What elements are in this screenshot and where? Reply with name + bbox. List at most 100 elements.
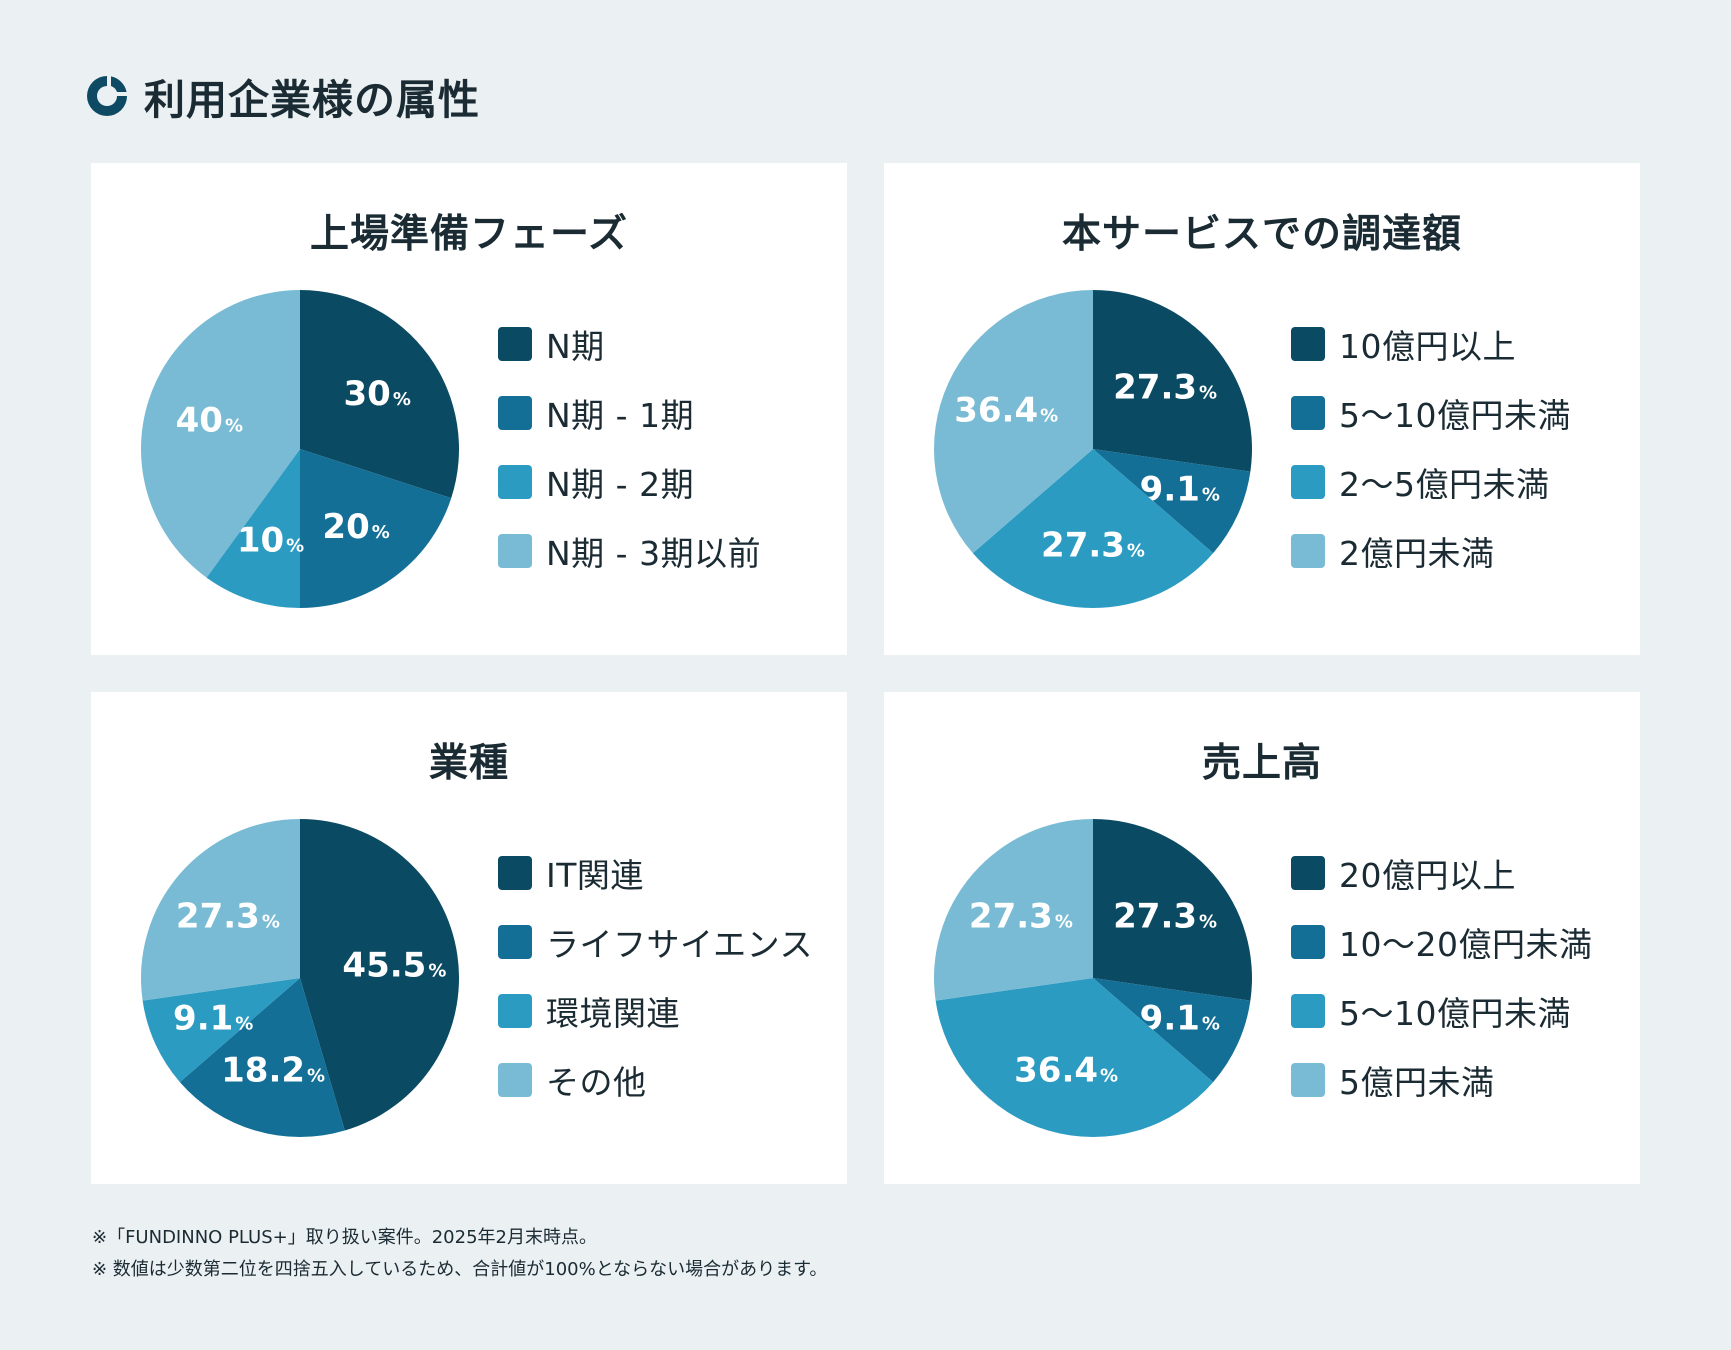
pie-chart: 45.5 %18.2 %9.1 %27.3% [141, 819, 459, 1137]
slice-unit-label: % [235, 1014, 253, 1035]
pie-slice [934, 290, 1093, 554]
pie-slice [141, 819, 300, 1001]
slice-unit-label: % [286, 536, 304, 557]
legend-label: N期 - 2期 [546, 464, 695, 504]
pie-slice [1093, 290, 1252, 472]
pie-slice [972, 449, 1214, 608]
legend-label: 5～10億円未満 [1339, 993, 1571, 1033]
slice-value-label: 30% [344, 374, 411, 414]
pie-slice [142, 978, 300, 1083]
pie-slice [300, 449, 452, 608]
legend-swatch [498, 1062, 532, 1097]
legend-label: N期 - 1期 [546, 395, 695, 435]
slice-unit-label: % [1100, 1066, 1118, 1087]
pie-slice [206, 449, 300, 608]
slice-unit-label: % [393, 389, 411, 410]
legend-label: ライフサイエンス [546, 924, 814, 964]
page-header: 利用企業様の属性 [84, 70, 480, 124]
legend-swatch [1291, 1062, 1325, 1097]
legend-item: 2億円未満 [1291, 533, 1571, 573]
slice-unit-label: % [1127, 540, 1145, 561]
pie-chart: 27.3 %9.1 %36.4 %27.3% [934, 819, 1252, 1137]
legend-item: 10～20億円未満 [1291, 924, 1592, 964]
slice-unit-label: % [1055, 912, 1073, 933]
legend-label: 2～5億円未満 [1339, 464, 1550, 504]
legend-item: 5億円未満 [1291, 1062, 1592, 1102]
legend-label: IT関連 [546, 855, 644, 895]
chart-panel-listing-phase: 上場準備フェーズ 30% 20% 10% 40% N期 N期 - 1期 N期 - 2期… [91, 163, 847, 655]
chart-title: 業種 [428, 741, 509, 786]
legend-item: N期 - 1期 [498, 395, 761, 435]
legend-item: N期 - 2期 [498, 464, 761, 504]
slice-unit-label: % [225, 416, 243, 437]
pie-slice [934, 819, 1093, 1001]
chart-title: 本サービスでの調達額 [1061, 212, 1462, 257]
legend-swatch [1291, 395, 1325, 430]
slice-unit-label: % [1202, 485, 1220, 506]
pie-slice [1093, 449, 1251, 554]
footnotes: ※「FUNDINNO PLUS+」取り扱い案件。2025年2月末時点。 ※ 数値… [92, 1222, 827, 1286]
chart-panel-revenue: 売上高 27.3% 9.1% 36.4% 27.3% 20億円以上 10～20億円未満… [884, 692, 1640, 1184]
footnote: ※ 数値は少数第二位を四捨五入しているため、合計値が100%とならない場合があり… [92, 1259, 828, 1280]
chart-legend: 10億円以上 5～10億円未満 2～5億円未満 2億円未満 [1291, 326, 1571, 602]
legend-swatch [1291, 464, 1325, 499]
legend-item: 2～5億円未満 [1291, 464, 1571, 504]
slice-unit-label: % [307, 1066, 325, 1087]
slice-unit-label: % [372, 522, 390, 543]
pie-slice [179, 978, 345, 1137]
legend-label: 10～20億円未満 [1339, 924, 1593, 964]
slice-unit-label: % [1202, 1014, 1220, 1035]
pie-slice [300, 290, 459, 499]
chart-legend: IT関連 ライフサイエンス 環境関連 その他 [498, 855, 813, 1131]
legend-label: N期 - 3期以前 [546, 533, 762, 573]
legend-label: その他 [546, 1062, 647, 1102]
legend-item: IT関連 [498, 855, 813, 895]
pie-slice [300, 819, 459, 1131]
legend-item: 環境関連 [498, 993, 813, 1033]
legend-swatch [1291, 924, 1325, 959]
legend-item: N期 - 3期以前 [498, 533, 761, 573]
slice-unit-label: % [262, 912, 280, 933]
legend-label: 2億円未満 [1339, 533, 1495, 573]
chart-panel-industry: 業種 45.5% 18.2% 9.1% 27.3% IT関連 ライフサイエンス 環境関… [91, 692, 847, 1184]
pie-slice [935, 978, 1214, 1137]
legend-swatch [498, 993, 532, 1028]
slice-unit-label: % [1199, 912, 1217, 933]
legend-swatch [498, 533, 532, 568]
legend-label: 環境関連 [546, 993, 680, 1033]
chart-legend: 20億円以上 10～20億円未満 5～10億円未満 5億円未満 [1291, 855, 1592, 1131]
legend-swatch [1291, 855, 1325, 890]
slice-unit-label: % [1199, 383, 1217, 404]
legend-item: 5～10億円未満 [1291, 395, 1571, 435]
legend-item: 5～10億円未満 [1291, 993, 1592, 1033]
legend-label: 5～10億円未満 [1339, 395, 1571, 435]
legend-label: N期 [546, 326, 605, 366]
page-title: 利用企業様の属性 [144, 76, 480, 124]
chart-title: 上場準備フェーズ [309, 212, 629, 257]
slice-unit-label: % [1040, 405, 1058, 426]
legend-item: その他 [498, 1062, 813, 1102]
pie-slice [141, 290, 300, 578]
legend-swatch [498, 855, 532, 890]
chart-legend: N期 N期 - 1期 N期 - 2期 N期 - 3期以前 [498, 326, 761, 602]
legend-swatch [1291, 533, 1325, 568]
pie-slice [1093, 819, 1252, 1001]
pie-chart: 27.3 %9.1 %27.3 %36.4% [934, 290, 1252, 608]
legend-item: 10億円以上 [1291, 326, 1571, 366]
legend-item: 20億円以上 [1291, 855, 1592, 895]
legend-swatch [498, 395, 532, 430]
legend-label: 20億円以上 [1339, 855, 1516, 895]
legend-swatch [1291, 993, 1325, 1028]
legend-swatch [498, 924, 532, 959]
pie-chart: 30 %20 %10 %40% [141, 290, 459, 608]
legend-swatch [498, 326, 532, 361]
pie-slice [1093, 978, 1251, 1083]
legend-label: 10億円以上 [1339, 326, 1516, 366]
legend-item: N期 [498, 326, 761, 366]
legend-swatch [1291, 326, 1325, 361]
slice-unit-label: % [428, 960, 446, 981]
footnote: ※「FUNDINNO PLUS+」取り扱い案件。2025年2月末時点。 [92, 1227, 597, 1248]
chart-title: 売上高 [1201, 741, 1322, 786]
legend-swatch [498, 464, 532, 499]
ring-logo-icon [87, 76, 127, 116]
